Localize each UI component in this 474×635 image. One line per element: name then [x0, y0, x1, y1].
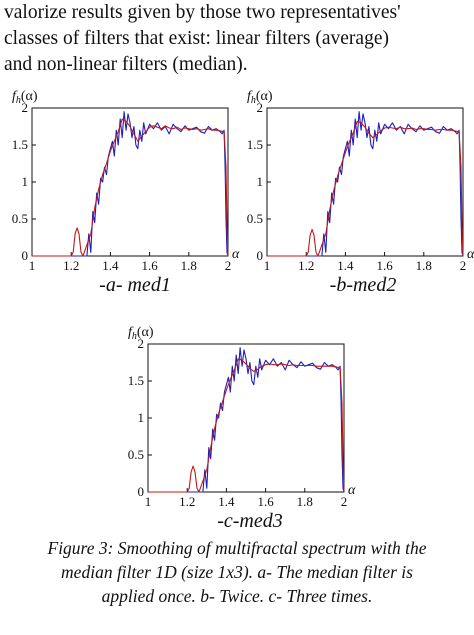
plot-c-series-original: [148, 347, 345, 493]
figure-b-sublabel: -b-med2: [329, 274, 397, 296]
plot-a-ytick-label: 0: [22, 248, 29, 263]
plot-b-series-filtered: [267, 120, 464, 257]
plot-b-xtick-label: 1.6: [376, 258, 393, 273]
plot-c: fh(α) 0 0.5 1 1.5 2 1 1.2 1.4 1.6 1.8 2 α: [116, 320, 356, 512]
plot-c-xtick-label: 1: [145, 494, 152, 509]
plot-b-ytick-label: 0.5: [247, 211, 263, 226]
plot-b-ytick-label: 1: [257, 174, 264, 189]
plot-a-ytick-label: 1: [22, 174, 29, 189]
plot-b-ytick-label: 0: [257, 248, 264, 263]
plot-b-xtick-label: 2: [460, 258, 467, 273]
plot-b-xtick-label: 1.2: [298, 258, 314, 273]
caption-line: Figure 3: Smoothing of multifractal spec…: [47, 538, 427, 558]
body-line: and non-linear filters (median).: [4, 54, 248, 75]
caption-line: applied once. b- Twice. c- Three times.: [101, 586, 373, 606]
plot-a-xtick-label: 1.6: [141, 258, 158, 273]
plot-b-ylabel: fh(α): [247, 89, 273, 106]
plot-b-xtick-label: 1.8: [416, 258, 432, 273]
plot-c-xtick-label: 1.4: [218, 494, 235, 509]
plot-a-xtick-label: 1.4: [102, 258, 119, 273]
plot-a-xlabel: α: [232, 247, 240, 262]
plot-a-ytick-label: 1.5: [12, 137, 28, 152]
plot-a-xtick-label: 1.8: [181, 258, 197, 273]
plot-b-svg: fh(α)00.511.521 1.2 1.4 1.6 1.8 2α: [247, 89, 474, 273]
body-line: classes of filters that exist: linear fi…: [4, 28, 389, 49]
plot-a-series-filtered: [32, 118, 229, 257]
plot-a: fh(α) 0 0.5 1 1.5 2 1 1.2 1.4 1.6 1.8 2 α: [0, 84, 240, 276]
body-paragraph: valorize results given by those two repr…: [4, 0, 470, 78]
plot-c-ytick-label: 2: [138, 336, 145, 351]
figure-caption: Figure 3: Smoothing of multifractal spec…: [0, 536, 474, 608]
plot-c-xtick-label: 1.6: [257, 494, 274, 509]
plot-b-ytick-label: 1.5: [247, 137, 263, 152]
plot-a-ytick-label: 0.5: [12, 211, 28, 226]
plot-c-xtick-label: 2: [341, 494, 348, 509]
plot-a-series-original: [32, 111, 229, 257]
plot-c-series-filtered: [148, 358, 345, 493]
plot-b-xlabel: α: [467, 247, 474, 262]
plot-c-svg: fh(α)00.511.521 1.2 1.4 1.6 1.8 2α: [128, 325, 356, 509]
plot-b-xtick-label: 1.4: [337, 258, 354, 273]
figure-c-sublabel: -c-med3: [217, 510, 283, 532]
plot-c-ytick-label: 1.5: [128, 373, 144, 388]
plot-c-ytick-label: 1: [138, 410, 145, 425]
plot-b-xtick-label: 1: [264, 258, 271, 273]
figure-a-sublabel: -a- med1: [99, 274, 171, 296]
plot-a-xtick-label: 2: [225, 258, 232, 273]
plot-a-xtick-label: 1: [29, 258, 36, 273]
caption-line: median filter 1D (size 1x3). a- The medi…: [61, 562, 413, 582]
plot-b-series-original: [267, 111, 464, 257]
plot-a-ytick-label: 2: [22, 100, 29, 115]
plot-c-xtick-label: 1.8: [297, 494, 313, 509]
plot-b-ytick-label: 2: [257, 100, 264, 115]
plot-a-svg: fh(α)00.511.521 1.2 1.4 1.6 1.8 2α: [12, 89, 240, 273]
plot-c-ytick-label: 0.5: [128, 447, 144, 462]
plot-a-xtick-label: 1.2: [63, 258, 79, 273]
plot-c-xlabel: α: [348, 483, 356, 498]
plot-b: fh(α) 0 0.5 1 1.5 2 1 1.2 1.4 1.6 1.8 2 α: [235, 84, 474, 276]
plot-c-ylabel: fh(α): [128, 325, 154, 342]
body-line: valorize results given by those two repr…: [4, 2, 401, 23]
plot-c-ytick-label: 0: [138, 484, 145, 499]
plot-c-xtick-label: 1.2: [179, 494, 195, 509]
plot-a-ylabel: fh(α): [12, 89, 38, 106]
